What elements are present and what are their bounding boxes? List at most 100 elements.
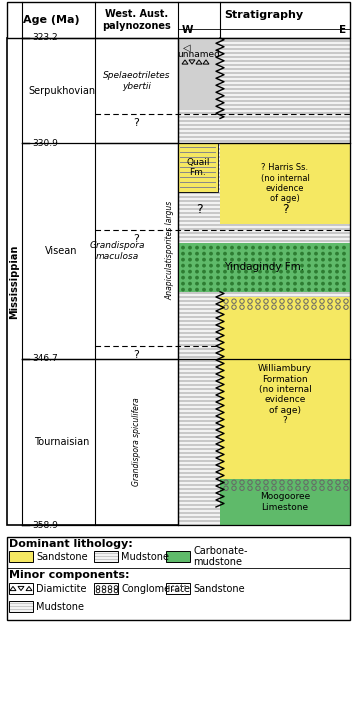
Circle shape (343, 258, 345, 261)
Circle shape (273, 258, 275, 261)
Text: Sandstone: Sandstone (36, 551, 87, 561)
Circle shape (196, 264, 198, 267)
Text: Yindagindy Fm.: Yindagindy Fm. (224, 262, 304, 272)
Circle shape (336, 253, 338, 255)
Circle shape (308, 289, 310, 291)
Circle shape (245, 253, 247, 255)
Circle shape (259, 258, 261, 261)
Circle shape (280, 253, 282, 255)
Circle shape (189, 253, 191, 255)
Circle shape (217, 289, 219, 291)
Text: Quail
Fm.: Quail Fm. (186, 158, 210, 178)
Circle shape (329, 264, 331, 267)
Circle shape (217, 276, 219, 279)
Circle shape (231, 282, 233, 285)
Circle shape (301, 264, 303, 267)
Text: Mississippian: Mississippian (10, 244, 20, 319)
Circle shape (176, 585, 178, 587)
Circle shape (336, 289, 338, 291)
Circle shape (343, 271, 345, 273)
Circle shape (210, 264, 212, 267)
Circle shape (287, 258, 289, 261)
Circle shape (224, 282, 226, 285)
Circle shape (238, 253, 240, 255)
Circle shape (343, 289, 345, 291)
Circle shape (280, 264, 282, 267)
Circle shape (294, 271, 296, 273)
Text: ?: ? (134, 234, 140, 244)
Circle shape (224, 264, 226, 267)
Circle shape (238, 282, 240, 285)
Bar (94, 583, 118, 594)
Circle shape (182, 246, 184, 249)
Circle shape (231, 276, 233, 279)
Text: Visean: Visean (45, 246, 78, 256)
Circle shape (252, 271, 254, 273)
Circle shape (322, 253, 324, 255)
Circle shape (343, 253, 345, 255)
Circle shape (294, 282, 296, 285)
Circle shape (322, 282, 324, 285)
Circle shape (308, 258, 310, 261)
Circle shape (203, 258, 205, 261)
Circle shape (189, 289, 191, 291)
Circle shape (172, 585, 174, 587)
Circle shape (259, 282, 261, 285)
Circle shape (196, 253, 198, 255)
Circle shape (315, 258, 317, 261)
Circle shape (315, 253, 317, 255)
Circle shape (210, 253, 212, 255)
Circle shape (308, 276, 310, 279)
Circle shape (245, 264, 247, 267)
Bar (166, 551, 190, 562)
Bar (9, 551, 33, 562)
Circle shape (273, 289, 275, 291)
Circle shape (301, 271, 303, 273)
Circle shape (280, 282, 282, 285)
Text: Tournaisian: Tournaisian (34, 437, 89, 447)
Circle shape (182, 276, 184, 279)
Bar (178, 143, 218, 192)
Circle shape (210, 258, 212, 261)
Circle shape (224, 246, 226, 249)
Bar (178, 38, 220, 110)
Circle shape (252, 258, 254, 261)
Circle shape (210, 271, 212, 273)
Bar (7, 2, 350, 38)
Circle shape (238, 264, 240, 267)
Circle shape (280, 289, 282, 291)
Circle shape (280, 276, 282, 279)
Circle shape (301, 276, 303, 279)
Circle shape (203, 289, 205, 291)
Bar (178, 143, 218, 192)
Text: W: W (182, 25, 193, 35)
Circle shape (343, 276, 345, 279)
Circle shape (189, 264, 191, 267)
Circle shape (238, 276, 240, 279)
Circle shape (203, 271, 205, 273)
Circle shape (245, 289, 247, 291)
Circle shape (273, 246, 275, 249)
Circle shape (266, 289, 268, 291)
Circle shape (280, 258, 282, 261)
Circle shape (336, 282, 338, 285)
Circle shape (329, 276, 331, 279)
Circle shape (322, 271, 324, 273)
Circle shape (294, 276, 296, 279)
Circle shape (252, 246, 254, 249)
Circle shape (203, 253, 205, 255)
Circle shape (182, 289, 184, 291)
Text: ?: ? (134, 350, 140, 360)
Circle shape (336, 264, 338, 267)
Bar (9, 601, 33, 612)
Bar (9, 601, 33, 612)
Circle shape (322, 246, 324, 249)
Circle shape (273, 253, 275, 255)
Circle shape (203, 264, 205, 267)
Circle shape (308, 246, 310, 249)
Circle shape (252, 289, 254, 291)
Circle shape (259, 264, 261, 267)
Bar (178, 243, 350, 291)
Text: Age (Ma): Age (Ma) (23, 15, 79, 25)
Bar (166, 583, 190, 594)
